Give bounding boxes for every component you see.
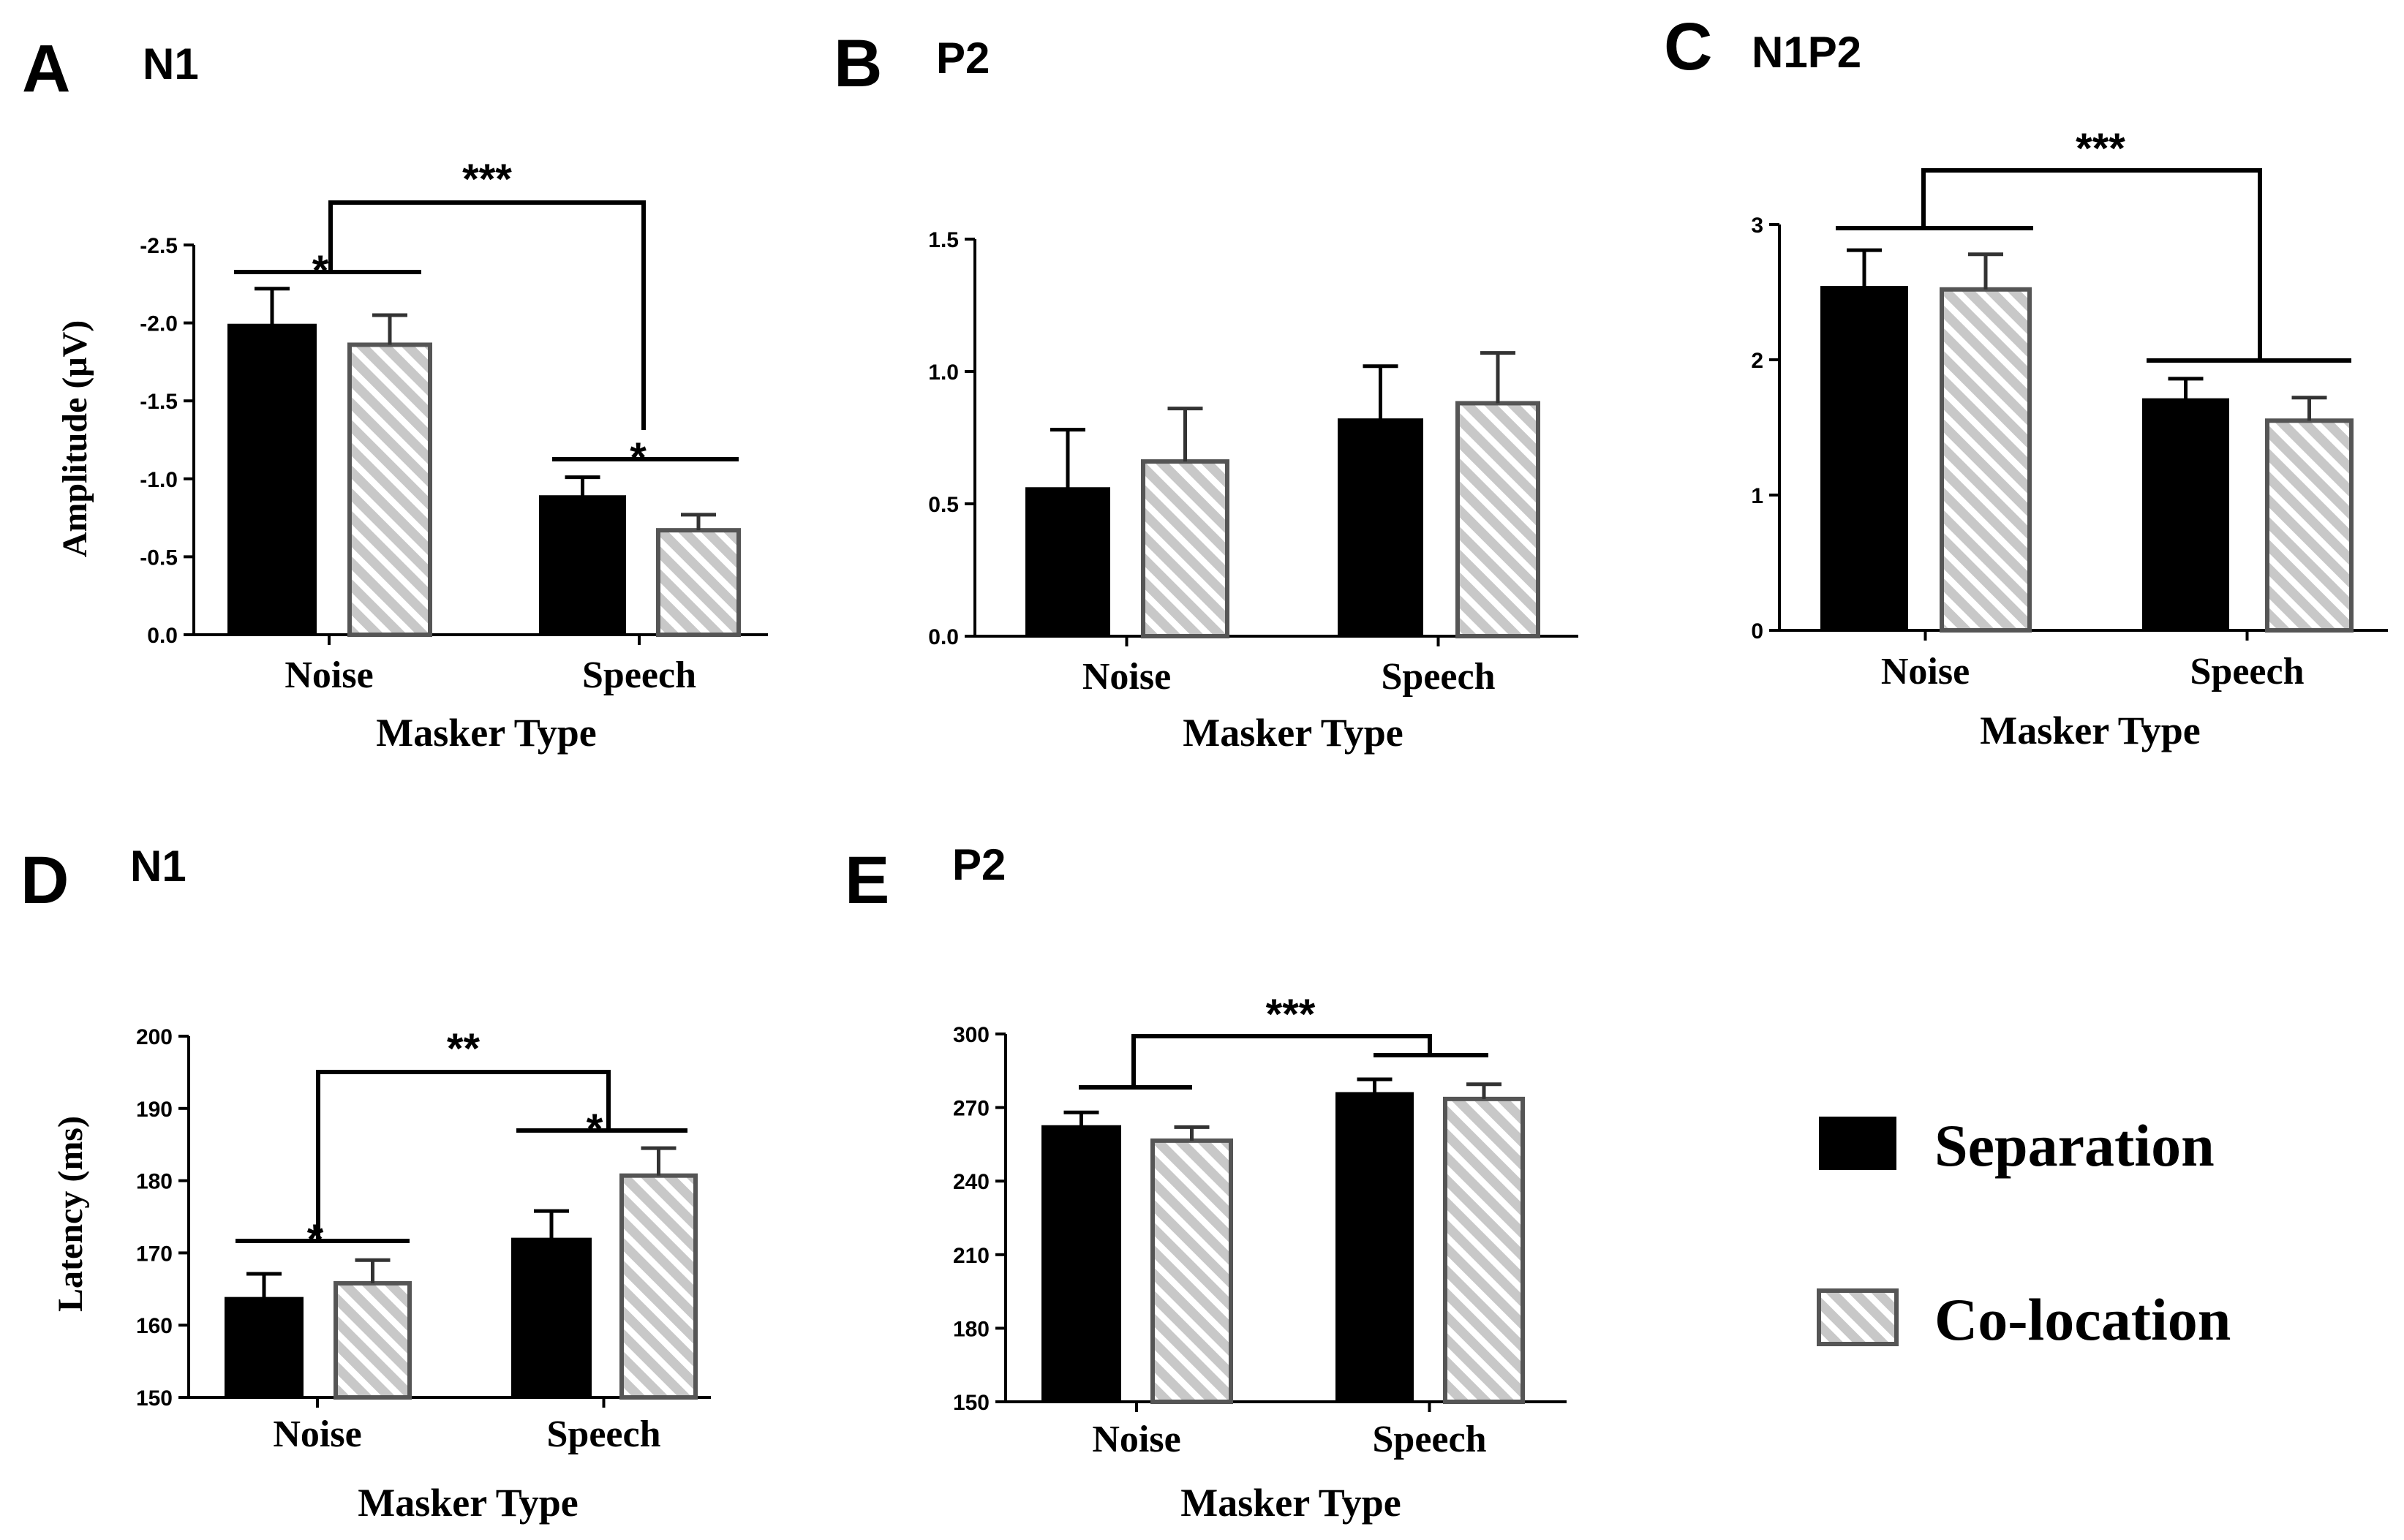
sig-label: *	[587, 1106, 603, 1153]
x-axis-label: Masker Type	[358, 1481, 579, 1525]
bar-colocation-speech	[2265, 418, 2354, 633]
bar-separation-noise	[225, 1296, 304, 1398]
panel-title: P2	[952, 840, 1006, 889]
sig-label: *	[307, 1216, 324, 1264]
y-tick-label: -2.0	[140, 312, 178, 336]
panel-letter: B	[834, 26, 882, 101]
legend-label-separation: Separation	[1934, 1112, 2215, 1179]
y-tick-label: 0	[1751, 619, 1763, 643]
y-tick-label: 0.0	[147, 624, 178, 648]
bar-separation-noise	[1025, 487, 1110, 638]
bar-separation-speech	[511, 1237, 592, 1399]
sig-bracket	[1921, 168, 2262, 361]
x-tick-label: Noise	[1881, 651, 1970, 692]
y-tick-label: 180	[136, 1170, 173, 1194]
x-tick-label: Noise	[273, 1413, 361, 1455]
bar-colocation-speech	[656, 528, 741, 637]
y-tick-label: 0.5	[928, 493, 959, 517]
y-axis-label: Amplitude (μV)	[56, 320, 94, 558]
y-tick-label: -1.5	[140, 390, 178, 414]
panel-B: B P2 0.0 0.5 1.0 1.5 Noise Speech Masker Type	[834, 26, 1578, 755]
x-tick-label: Noise	[285, 654, 373, 696]
bar-colocation-speech	[1455, 401, 1540, 638]
bar-colocation-speech	[619, 1173, 698, 1400]
bar-separation-speech	[1338, 418, 1423, 637]
legend: Separation Co-location	[1817, 1112, 2231, 1353]
bar-separation-speech	[2142, 398, 2229, 632]
panel-letter: D	[20, 843, 69, 918]
x-axis-label: Masker Type	[376, 711, 597, 755]
y-tick-label: 240	[953, 1170, 990, 1194]
sig-bracket	[328, 200, 646, 430]
bar-colocation-noise	[347, 342, 432, 637]
y-tick-label: 190	[136, 1098, 173, 1122]
y-tick-label: 1.0	[928, 361, 959, 385]
sig-label: ***	[2076, 125, 2125, 173]
y-tick-label: 200	[136, 1025, 173, 1049]
sig-bracket	[316, 1070, 611, 1241]
panel-C: C N1P2 0 1 2 3 Noise Speech Masker Type ***	[1664, 10, 2388, 752]
bar-colocation-noise	[334, 1280, 412, 1400]
bar-separation-noise	[227, 323, 317, 635]
bar-colocation-noise	[1940, 287, 2032, 633]
legend-swatch-colocation	[1817, 1288, 1899, 1346]
sig-label: *	[630, 434, 647, 482]
bar-colocation-speech	[1443, 1096, 1525, 1404]
x-tick-label: Noise	[1082, 656, 1171, 698]
legend-swatch-separation	[1819, 1117, 1896, 1170]
bar-separation-noise	[1041, 1125, 1121, 1403]
y-tick-label: 2	[1751, 349, 1763, 373]
sig-label: ***	[462, 156, 512, 203]
panel-letter: C	[1664, 10, 1712, 84]
y-tick-label: 210	[953, 1244, 990, 1268]
y-tick-label: 3	[1751, 214, 1763, 238]
y-tick-label: -0.5	[140, 546, 178, 570]
sig-label: **	[447, 1025, 481, 1073]
y-tick-label: 0.0	[928, 625, 959, 649]
panel-title: N1	[130, 842, 186, 891]
y-tick-label: 1.5	[928, 228, 959, 252]
y-tick-label: 150	[136, 1386, 173, 1411]
x-axis-label: Masker Type	[1183, 711, 1403, 755]
bar-separation-speech	[539, 495, 626, 636]
x-tick-label: Speech	[1382, 656, 1496, 698]
x-tick-label: Speech	[547, 1413, 661, 1455]
panel-letter: E	[845, 843, 889, 918]
y-tick-label: 300	[953, 1023, 990, 1047]
y-tick-label: -1.0	[140, 468, 178, 492]
bar-colocation-noise	[1141, 459, 1229, 639]
x-axis-label: Masker Type	[1180, 1481, 1401, 1525]
y-tick-label: 180	[953, 1317, 990, 1341]
y-tick-label: 1	[1751, 484, 1763, 508]
sig-bracket	[1131, 1034, 1432, 1087]
y-axis-label: Latency (ms)	[51, 1116, 90, 1312]
x-tick-label: Speech	[2190, 651, 2305, 692]
legend-label-colocation: Co-location	[1934, 1286, 2231, 1353]
panel-title: N1	[143, 39, 199, 88]
bar-separation-noise	[1820, 286, 1908, 631]
x-tick-label: Speech	[582, 654, 696, 696]
sig-label: ***	[1266, 991, 1316, 1038]
y-tick-label: 170	[136, 1242, 173, 1266]
panel-D: D N1 150 160 170 180 190 200 Noise Speech Masker T…	[20, 842, 711, 1525]
panel-title: N1P2	[1752, 28, 1861, 77]
sig-label: *	[312, 247, 329, 295]
x-tick-label: Speech	[1373, 1419, 1487, 1460]
y-tick-label: 270	[953, 1097, 990, 1121]
y-tick-label: 160	[136, 1314, 173, 1338]
x-tick-label: Noise	[1092, 1419, 1180, 1460]
y-tick-label: -2.5	[140, 234, 178, 258]
bar-separation-speech	[1335, 1092, 1414, 1403]
bar-colocation-noise	[1150, 1138, 1233, 1404]
panel-A: A N1 0.0 -0.5 -1.0 -1.5 -2.0 -2.5 Noise Speech Mas…	[22, 31, 768, 755]
panel-title: P2	[936, 34, 990, 83]
panel-letter: A	[22, 31, 70, 106]
panel-E: E P2 150 180 210 240 270 300 Noise Speech Masker T…	[845, 840, 1567, 1525]
x-axis-label: Masker Type	[1980, 709, 2201, 752]
y-tick-label: 150	[953, 1391, 990, 1415]
